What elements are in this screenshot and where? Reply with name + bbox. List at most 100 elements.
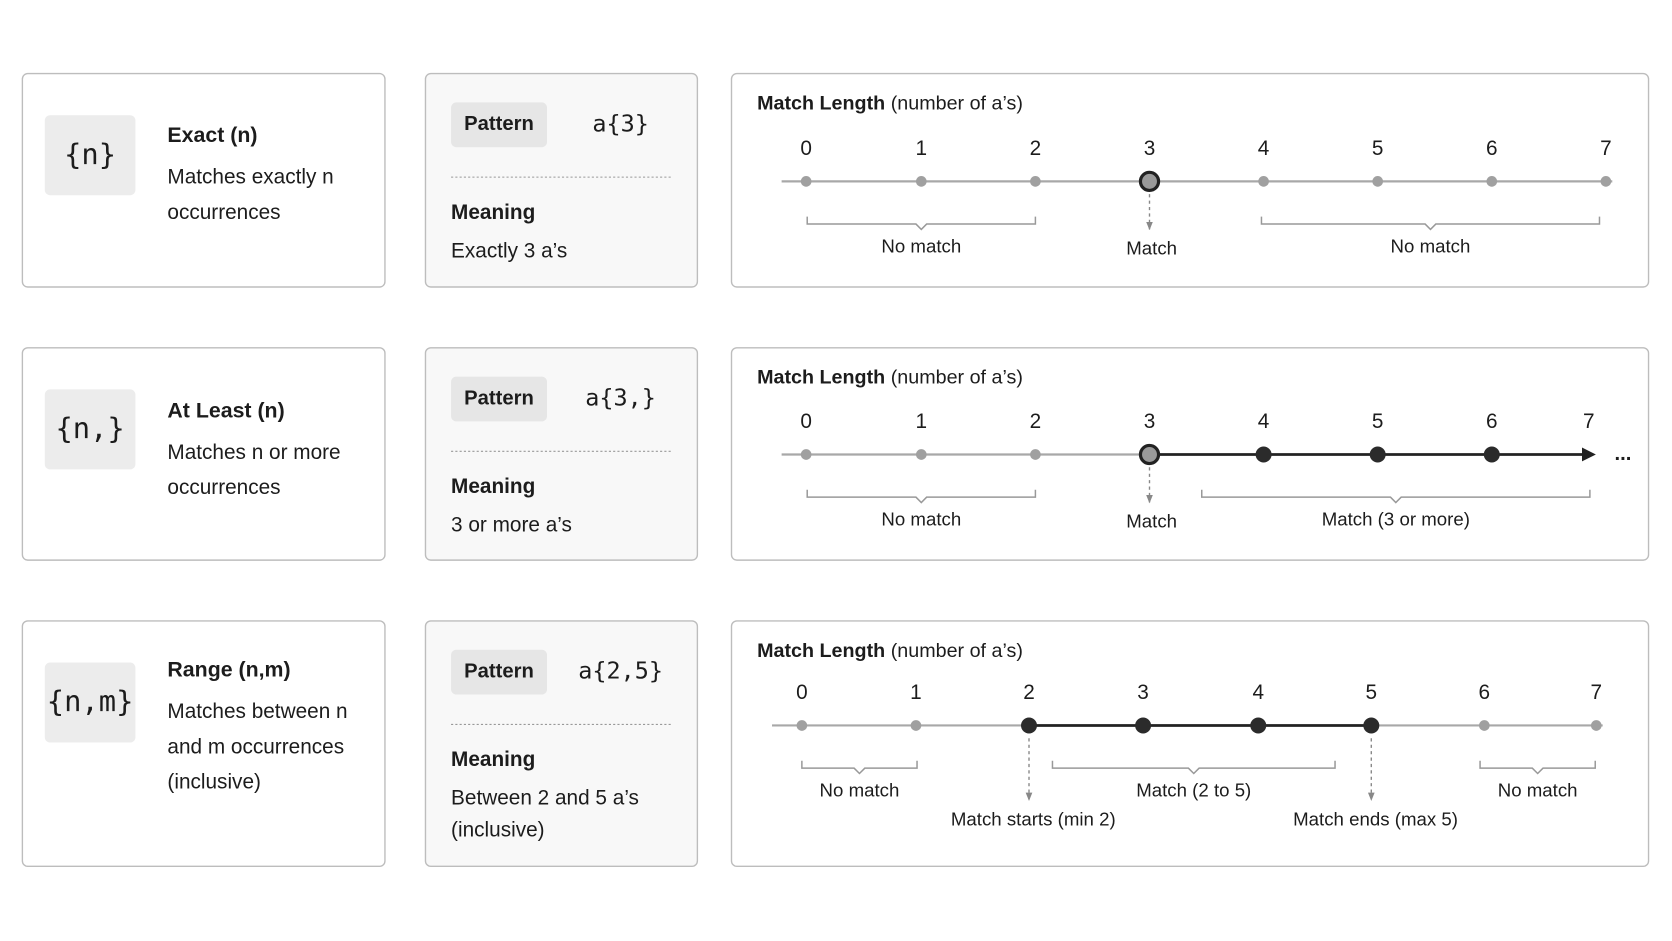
meaning-label: Meaning [451, 748, 535, 771]
point [1478, 720, 1490, 731]
brace [1201, 489, 1591, 504]
annotation: Match ends (max 5) [1293, 808, 1458, 829]
point [1030, 449, 1041, 460]
match-point [1250, 717, 1267, 734]
tick-label: 4 [1258, 410, 1270, 433]
meaning: Exactly 3 a’s [451, 239, 567, 262]
description: Matches n or more [167, 441, 340, 464]
description: Matches between n [167, 700, 347, 723]
tick-label: 1 [910, 681, 922, 704]
annotation: No match [820, 780, 900, 801]
symbol-box [44, 115, 136, 196]
tick-label: 5 [1366, 681, 1378, 704]
meaning: (inclusive) [451, 819, 545, 842]
tick-label: 6 [1486, 410, 1498, 433]
match-point [1021, 717, 1038, 734]
annotation: Match (3 or more) [1322, 509, 1470, 530]
title-bold: Match Length [757, 640, 885, 662]
description: and m occurrences [167, 735, 344, 758]
annotation: No match [881, 235, 961, 256]
tick-label: 3 [1144, 137, 1156, 160]
pattern-label: Pattern [464, 660, 534, 682]
tick-label: 2 [1030, 137, 1042, 160]
title-bold: Match Length [757, 93, 885, 115]
match-point [1255, 446, 1272, 463]
tick-label: 0 [800, 137, 812, 160]
quantifier-title: At Least (n) [167, 398, 284, 422]
brace [801, 760, 918, 775]
pattern: a{3,} [585, 384, 656, 412]
tick-label: 5 [1372, 410, 1384, 433]
point [1258, 176, 1269, 187]
title-rest: (number of a’s) [891, 93, 1023, 115]
annotation: No match [1498, 780, 1578, 801]
tick-label: 2 [1030, 410, 1042, 433]
brace [806, 489, 1037, 504]
tick-label: 0 [796, 681, 808, 704]
tick-label: 1 [916, 410, 928, 433]
match-point [1483, 446, 1500, 463]
tick-label: 2 [1023, 681, 1035, 704]
tick-label: 7 [1600, 137, 1612, 160]
annotation: Match starts (min 2) [951, 808, 1116, 829]
point [1030, 176, 1041, 187]
meaning: Between 2 and 5 a’s [451, 787, 639, 810]
pattern: a{2,5} [578, 657, 663, 685]
match-point [1369, 446, 1386, 463]
title-rest: (number of a’s) [891, 367, 1023, 389]
number-line-title: Match Length (number of a’s) [757, 93, 1023, 115]
number-line-title: Match Length (number of a’s) [757, 367, 1023, 389]
number-line-title: Match Length (number of a’s) [757, 640, 1023, 662]
pattern-pill [451, 649, 548, 695]
tick-label: 1 [916, 137, 928, 160]
pattern: a{3} [592, 109, 648, 137]
annotation: No match [881, 509, 961, 530]
pattern-label: Pattern [464, 113, 534, 135]
point [1600, 176, 1612, 187]
meaning-label: Meaning [451, 475, 535, 498]
point [800, 176, 812, 187]
match-point [1138, 443, 1161, 466]
pattern-pill [451, 102, 548, 148]
brace [1479, 760, 1596, 775]
point [1372, 176, 1384, 187]
quantifier-title: Exact (n) [167, 123, 257, 147]
point [1486, 176, 1498, 187]
match-point [1363, 717, 1380, 734]
tick-label: 6 [1479, 681, 1491, 704]
point [796, 720, 808, 731]
tick-label: 0 [800, 410, 812, 433]
match-point [1138, 170, 1161, 193]
symbol-box [44, 389, 136, 470]
title-rest: (number of a’s) [891, 640, 1023, 662]
description: Matches exactly n [167, 166, 333, 189]
point [910, 720, 922, 731]
number-line-card [730, 620, 1650, 868]
tick-label: 7 [1583, 410, 1595, 433]
more: ... [1615, 443, 1632, 465]
symbol: {n,} [55, 411, 124, 445]
annotation: Match [1126, 511, 1177, 532]
symbol-box [44, 662, 136, 743]
pattern-pill [451, 376, 548, 422]
description: occurrences [167, 476, 280, 499]
description: occurrences [167, 201, 280, 224]
title-bold: Match Length [757, 367, 885, 389]
tick-label: 3 [1137, 681, 1149, 704]
meaning-label: Meaning [451, 201, 535, 224]
match-point [1135, 717, 1152, 734]
symbol: {n} [64, 137, 116, 171]
meaning: 3 or more a’s [451, 513, 572, 536]
tick-label: 3 [1144, 410, 1156, 433]
tick-label: 4 [1258, 137, 1270, 160]
point [915, 176, 927, 187]
brace [806, 216, 1037, 231]
tick-label: 4 [1252, 681, 1264, 704]
annotation: Match [1126, 238, 1177, 259]
tick-label: 6 [1486, 137, 1498, 160]
point [915, 449, 927, 460]
annotation: Match (2 to 5) [1136, 780, 1251, 801]
pattern-label: Pattern [464, 387, 534, 409]
